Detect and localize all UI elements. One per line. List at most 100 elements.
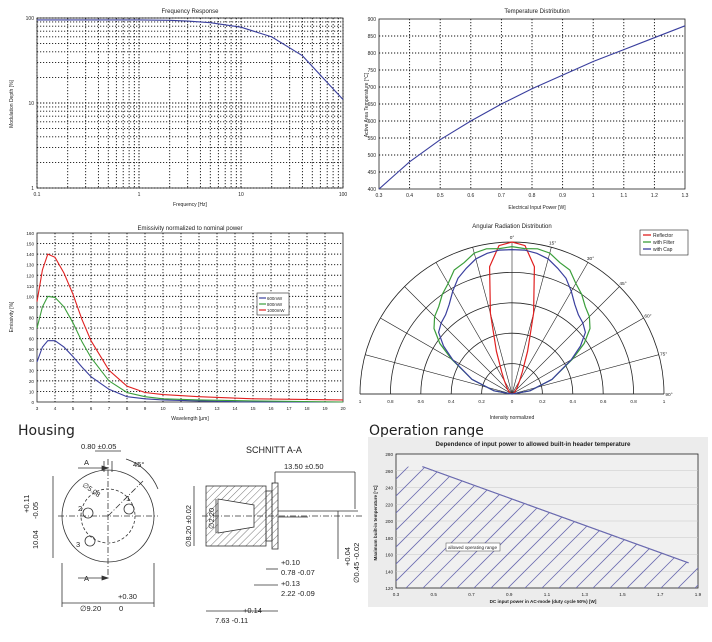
series-line-2	[36, 253, 344, 401]
y-tick-label: 260	[385, 469, 393, 474]
pin-label-2: 2	[78, 504, 82, 513]
x-tick-label: 12	[196, 406, 202, 411]
legend-label-0: 600mW	[267, 296, 283, 301]
x-tick-label: 1.5	[619, 592, 626, 597]
x-tick-label: 18	[304, 406, 310, 411]
dim-0-45: ∅0.45 -0.02	[352, 543, 361, 583]
angle-label: 90°	[665, 392, 672, 398]
x-tick-label: 1.3	[682, 193, 689, 199]
hatch-line	[609, 466, 698, 588]
y-axis-label: Modulation Depth [%]	[9, 79, 15, 127]
y-tick-label: 70	[29, 326, 35, 331]
series-line-boundary	[422, 466, 689, 564]
x-tick-label: 1	[138, 192, 141, 198]
dim-10-04: 10.04	[31, 530, 40, 549]
legend-label-2: with Cap	[653, 247, 673, 253]
dim-plus-014: +0.14	[243, 606, 262, 615]
x-tick-label: 20	[340, 406, 346, 411]
pin-label-3: 3	[76, 540, 80, 549]
series-line-0	[36, 340, 343, 403]
x-axis-label: DC input power in AC-mode (duty cycle 50…	[490, 599, 597, 604]
polar-series-0	[488, 241, 536, 395]
polar-spoke	[511, 286, 620, 395]
x-tick-label: 1.9	[695, 592, 702, 597]
polar-spoke	[511, 247, 552, 395]
x-tick-label: 0.7	[468, 592, 475, 597]
y-tick-label: 90	[29, 305, 35, 310]
pin-label-1: 1	[126, 494, 130, 503]
y-axis-label: Active Area Temperature [°C]	[364, 72, 370, 137]
housing-drawing-panel: 0.80 ±0.05 45° ∅5.08 10.04 -0.05 +0.11 A…	[18, 441, 363, 631]
angle-label: 0°	[510, 235, 515, 241]
y-tick-label: 200	[385, 519, 393, 524]
radial-label: 0.6	[418, 399, 425, 404]
radial-label: 0.4	[448, 399, 455, 404]
hatch-line	[396, 466, 519, 588]
radial-label: 1	[663, 399, 666, 404]
y-tick-label: 240	[385, 486, 393, 491]
series-line-0	[37, 19, 344, 100]
angle-label: 15°	[549, 240, 556, 246]
y-tick-label: 280	[385, 452, 393, 457]
dim-7-63: 7.63 -0.11	[215, 616, 248, 625]
x-tick-label: 0.7	[498, 193, 505, 199]
dim-plus-010: +0.10	[281, 558, 300, 567]
chart-title: Angular Radiation Distribution	[472, 224, 551, 230]
radial-label: 0	[511, 399, 514, 404]
section-mark-a-top: A	[84, 458, 89, 467]
angle-label: 45°	[619, 281, 626, 287]
temperature-distribution-panel: Temperature Distribution Electrical Inpu…	[357, 0, 707, 213]
polar-spoke	[404, 286, 513, 395]
polar-series-1	[433, 245, 591, 395]
frequency-response-chart: Frequency Response Frequency [Hz] Modula…	[9, 9, 347, 208]
x-axis-label: Intensity normalized	[490, 415, 535, 421]
x-tick-label: 1.3	[582, 592, 589, 597]
x-tick-label: 10	[238, 192, 244, 198]
hatch-line	[396, 466, 570, 588]
legend-label-1: 800mW	[267, 302, 283, 307]
operation-range-panel: Dependence of input power to allowed bui…	[368, 437, 708, 607]
angle-label: 75°	[660, 351, 667, 357]
chart-title: Emissivity normalized to nominal power	[137, 226, 242, 232]
x-tick-label: 10	[160, 406, 166, 411]
x-tick-label: 0.9	[559, 193, 566, 199]
polar-series-2	[437, 248, 587, 395]
x-tick-label: 1.2	[651, 193, 658, 199]
chart-title: Frequency Response	[161, 9, 219, 15]
y-tick-label: 10	[28, 101, 34, 107]
y-tick-label: 800	[368, 51, 377, 57]
dim-plus-011: +0.11	[22, 495, 31, 513]
dim-13-50: 13.50 ±0.50	[284, 462, 324, 471]
radial-label: 0.2	[478, 399, 485, 404]
emissivity-panel: Emissivity normalized to nominal power W…	[0, 217, 355, 422]
radial-label: 0.8	[387, 399, 394, 404]
y-tick-label: 30	[29, 368, 35, 373]
y-tick-label: 650	[368, 102, 377, 108]
y-tick-label: 850	[368, 34, 377, 40]
y-tick-label: 1	[31, 186, 34, 192]
y-tick-label: 40	[29, 358, 35, 363]
x-tick-label: 13	[214, 406, 220, 411]
polar-spoke	[472, 247, 513, 395]
radial-label: 0.2	[539, 399, 546, 404]
y-tick-label: 100	[26, 294, 34, 299]
section-view: SCHNITT A-A	[193, 445, 362, 612]
operation-range-chart: Dependence of input power to allowed bui…	[373, 441, 702, 604]
radial-label: 0.6	[600, 399, 607, 404]
dim-plus-013: +0.13	[281, 579, 300, 588]
y-tick-label: 750	[368, 68, 377, 74]
x-tick-label: 7	[108, 406, 111, 411]
polar-spoke	[511, 262, 589, 395]
y-tick-label: 400	[368, 187, 377, 193]
y-tick-label: 130	[26, 263, 34, 268]
dim-0-78: 0.78 -0.07	[281, 568, 315, 577]
polar-spoke	[511, 317, 644, 395]
y-tick-label: 700	[368, 85, 377, 91]
x-tick-label: 16	[268, 406, 274, 411]
dim-0-80: 0.80 ±0.05	[81, 442, 116, 451]
y-tick-label: 160	[26, 231, 34, 236]
y-tick-label: 150	[26, 242, 34, 247]
x-tick-label: 3	[36, 406, 39, 411]
housing-technical-drawing: 0.80 ±0.05 45° ∅5.08 10.04 -0.05 +0.11 A…	[22, 442, 362, 625]
x-tick-label: 1	[592, 193, 595, 199]
